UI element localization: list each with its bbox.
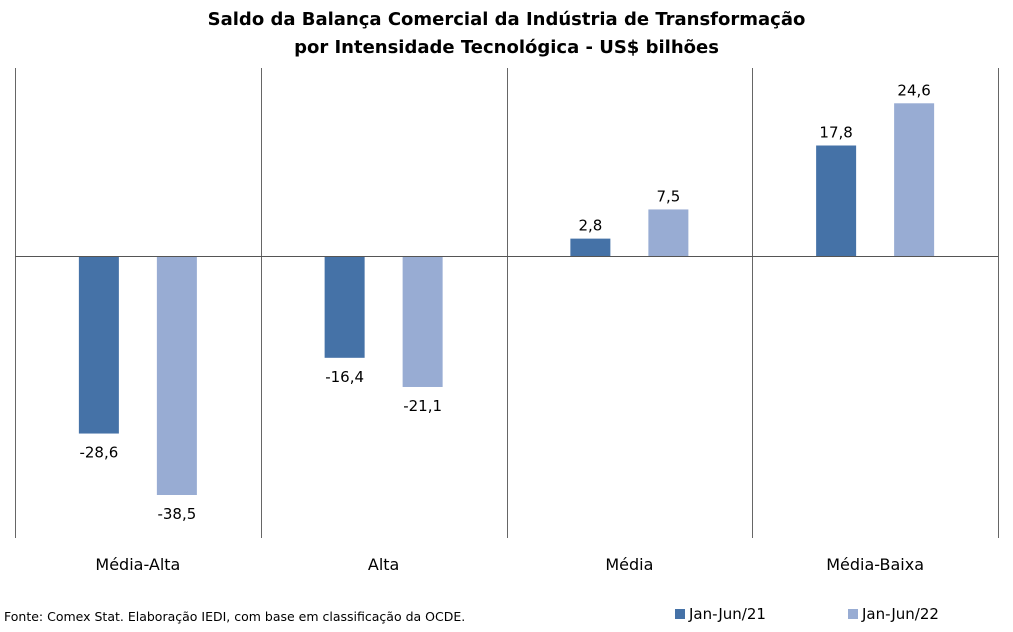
bar-2-4	[894, 103, 935, 256]
bar-1-1	[78, 256, 119, 434]
category-label: Alta	[368, 555, 399, 574]
legend-label-series-2: Jan-Jun/22	[862, 605, 939, 623]
data-label: 24,6	[897, 81, 930, 99]
legend-item-series-1: Jan-Jun/21	[675, 605, 766, 623]
data-label: 17,8	[819, 124, 852, 142]
data-label: -21,1	[403, 397, 442, 415]
bar-1-3	[570, 238, 611, 256]
data-label: 2,8	[578, 217, 602, 235]
legend-swatch-series-2	[848, 609, 858, 619]
data-label: -28,6	[79, 444, 118, 462]
data-label: -38,5	[157, 505, 196, 523]
bar-2-2	[402, 256, 443, 387]
chart-title-line-1: Saldo da Balança Comercial da Indústria …	[207, 9, 806, 30]
category-label: Média-Baixa	[826, 555, 924, 574]
legend-item-series-2: Jan-Jun/22	[848, 605, 939, 623]
legend-label-series-1: Jan-Jun/21	[689, 605, 766, 623]
data-label: 7,5	[656, 187, 680, 205]
data-label: -16,4	[325, 368, 364, 386]
chart-title: Saldo da Balança Comercial da Indústria …	[0, 6, 1013, 62]
bar-1-2	[324, 256, 365, 358]
bar-2-3	[648, 209, 689, 256]
bar-1-4	[816, 145, 857, 256]
category-label: Média	[605, 555, 653, 574]
legend-swatch-series-1	[675, 609, 685, 619]
source-note: Fonte: Comex Stat. Elaboração IEDI, com …	[4, 609, 466, 624]
chart-title-line-2: por Intensidade Tecnológica - US$ bilhõe…	[294, 37, 719, 58]
bar-chart: -28,6 -38,5 Média-Alta -16,4 -21,1 Alta 2,8 7,5…	[15, 68, 999, 574]
category-label: Média-Alta	[95, 555, 180, 574]
bar-2-1	[156, 256, 197, 495]
